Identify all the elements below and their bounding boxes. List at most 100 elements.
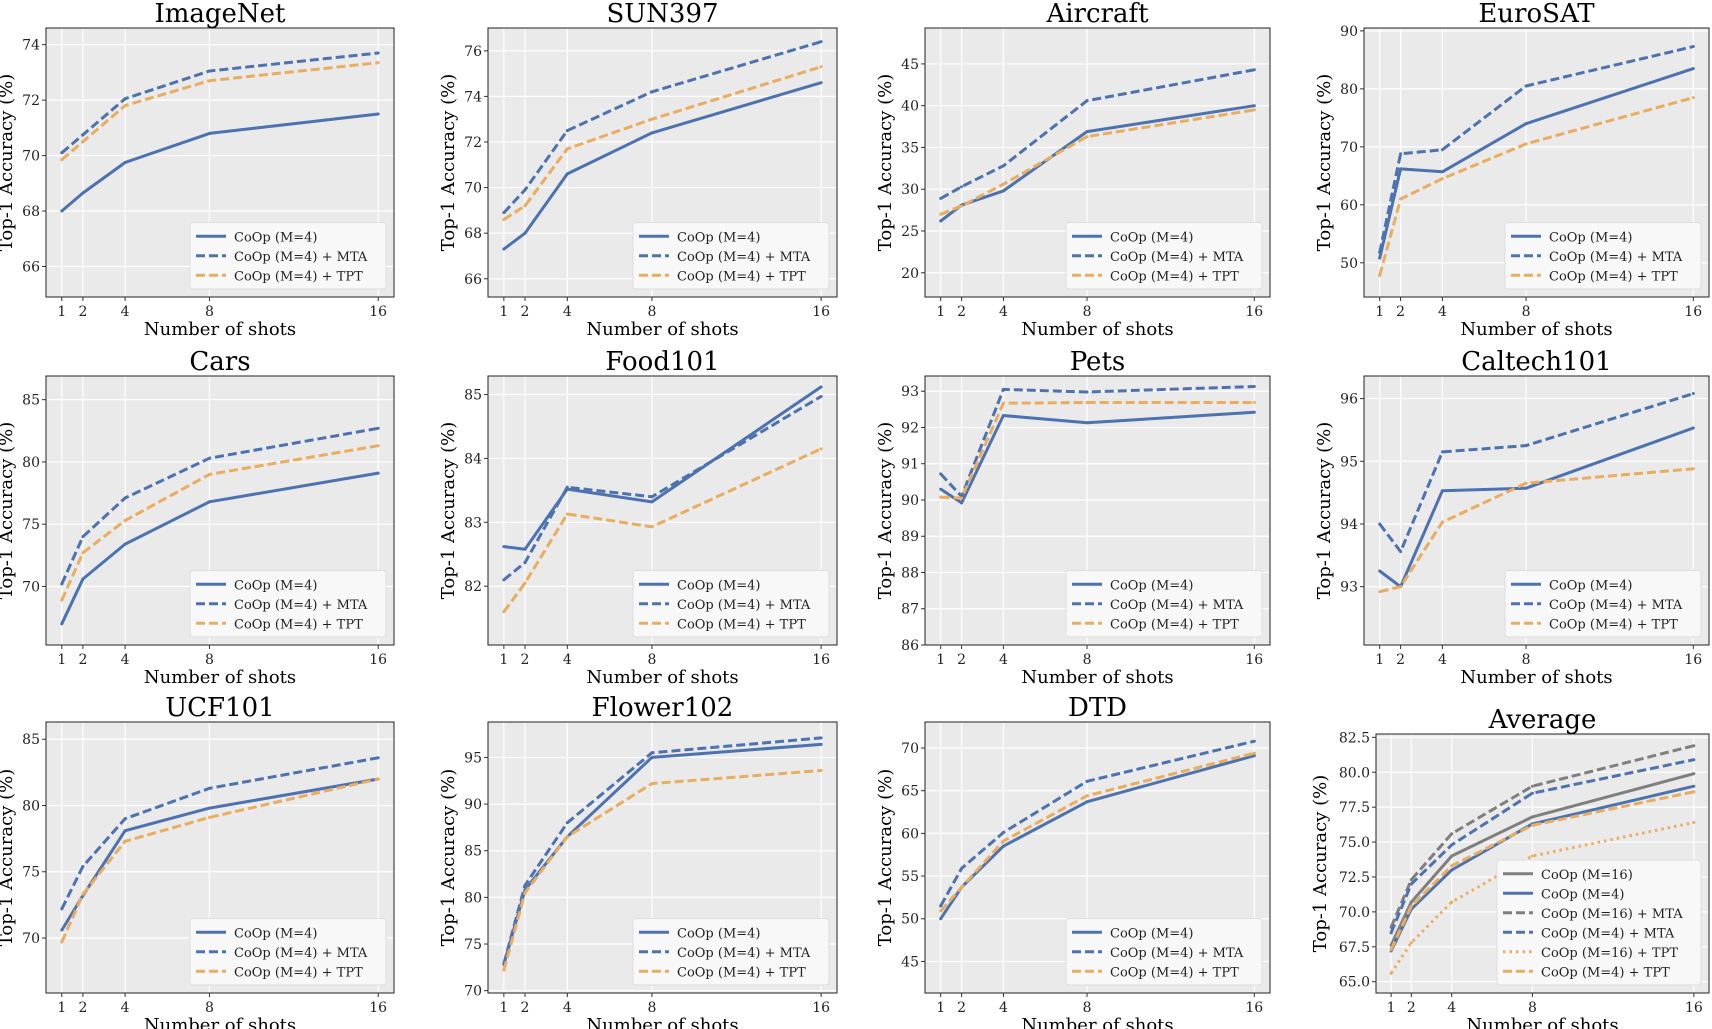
legend-label: CoOp (M=4) + MTA <box>234 250 368 265</box>
data-point <box>565 129 569 133</box>
x-tick-label: 1 <box>1387 1000 1396 1016</box>
subplot-title: Average <box>1488 705 1597 735</box>
data-point <box>523 204 527 208</box>
y-axis-label: Top-1 Accuracy (%) <box>1310 775 1331 952</box>
y-tick-label: 80 <box>464 890 482 906</box>
data-point <box>650 525 654 529</box>
subplot-title: EuroSAT <box>1478 0 1595 29</box>
y-tick-label: 80.0 <box>1339 765 1370 781</box>
data-point <box>60 151 64 155</box>
data-point <box>1692 790 1696 794</box>
y-tick-label: 82 <box>464 579 482 595</box>
data-point <box>960 496 964 500</box>
legend-label: CoOp (M=4) + TPT <box>1549 269 1678 284</box>
data-point <box>1378 590 1382 594</box>
legend-label: CoOp (M=4) <box>1541 887 1625 902</box>
data-point <box>939 495 943 499</box>
data-point <box>1399 550 1403 554</box>
data-point <box>1378 250 1382 254</box>
x-tick-label: 8 <box>647 652 656 668</box>
y-tick-label: 88 <box>901 565 919 581</box>
x-tick-label: 2 <box>521 304 530 320</box>
data-point <box>523 188 527 192</box>
data-point <box>207 456 211 460</box>
data-point <box>376 426 380 430</box>
data-point <box>939 904 943 908</box>
subplot-eurosat: 1 2 4 8 16 50 60 70 80 90 CoOp (M=4) CoOp (M=4) + M… <box>1314 0 1710 340</box>
data-point <box>81 864 85 868</box>
x-tick-label: 1 <box>499 1000 508 1016</box>
y-tick-label: 75 <box>22 865 40 881</box>
data-point <box>60 940 64 944</box>
legend-label: CoOp (M=4) <box>234 926 318 941</box>
data-point <box>1440 520 1444 524</box>
data-point <box>1409 878 1413 882</box>
subplot-imagenet: 1 2 4 8 16 66 68 70 72 74 CoOp (M=4) CoOp (M=4) + M… <box>0 0 395 340</box>
y-tick-label: 85 <box>22 732 40 748</box>
y-tick-label: 80 <box>22 798 40 814</box>
x-tick-label: 1 <box>499 652 508 668</box>
y-tick-label: 70 <box>1340 140 1358 156</box>
x-axis-label: Number of shots <box>1021 1015 1173 1029</box>
legend-box <box>189 222 387 290</box>
data-point <box>1530 823 1534 827</box>
data-point <box>1085 800 1089 804</box>
legend: CoOp (M=4) CoOp (M=4) + MTA CoOp (M=4) + T… <box>632 222 830 290</box>
legend: CoOp (M=4) CoOp (M=4) + MTA CoOp (M=4) + T… <box>1065 918 1263 986</box>
subplot-title: Pets <box>1070 347 1126 377</box>
data-point <box>123 161 127 164</box>
data-point <box>207 500 211 504</box>
data-point <box>1450 832 1454 836</box>
y-axis-label: Top-1 Accuracy (%) <box>875 74 896 251</box>
subplot-dtd: 1 2 4 8 16 45 50 55 60 65 70 CoOp (M=4) CoOp (M=4) +… <box>875 693 1271 1029</box>
data-point <box>960 866 964 870</box>
subplot-title: Caltech101 <box>1461 347 1611 377</box>
y-axis-label: Top-1 Accuracy (%) <box>0 74 17 251</box>
legend-label: CoOp (M=4) + TPT <box>1549 617 1678 632</box>
data-point <box>939 212 943 216</box>
axes-frame <box>45 27 395 298</box>
subplot-sun397: 1 2 4 8 16 66 68 70 72 74 76 CoOp (M=4) CoOp (M=4) +… <box>438 0 838 340</box>
data-point <box>81 551 85 555</box>
data-point <box>123 542 127 546</box>
series-line-1 <box>1378 45 1694 253</box>
x-tick-label: 16 <box>1685 1000 1703 1016</box>
y-tick-label: 70 <box>22 149 40 165</box>
data-point <box>1692 821 1696 825</box>
data-point <box>207 69 211 73</box>
x-tick-label: 4 <box>121 652 130 668</box>
x-axis-label: Number of shots <box>1466 1015 1618 1029</box>
data-point <box>1440 170 1444 174</box>
axes-frame <box>924 721 1271 994</box>
data-point <box>1440 177 1444 181</box>
data-point <box>1530 791 1534 795</box>
x-axis-label: Number of shots <box>1021 319 1173 340</box>
x-tick-label: 16 <box>369 304 387 320</box>
legend-label: CoOp (M=4) + TPT <box>677 269 806 284</box>
y-tick-label: 72 <box>464 135 482 151</box>
legend-box <box>1504 222 1702 290</box>
x-tick-label: 1 <box>936 1000 945 1016</box>
data-point <box>1085 390 1089 394</box>
y-tick-label: 45 <box>901 57 919 73</box>
data-point <box>565 835 569 839</box>
y-tick-label: 70 <box>22 579 40 595</box>
legend-label: CoOp (M=16) + TPT <box>1541 946 1678 961</box>
data-point <box>502 247 506 251</box>
data-point <box>1440 148 1444 152</box>
data-point <box>81 140 85 144</box>
axes-frame <box>487 721 838 994</box>
data-point <box>1252 754 1256 758</box>
x-tick-label: 16 <box>1245 652 1263 668</box>
data-point <box>523 883 527 887</box>
legend-label: CoOp (M=4) + TPT <box>234 617 363 632</box>
data-point <box>123 829 127 833</box>
x-tick-label: 2 <box>957 304 966 320</box>
legend: CoOp (M=4) CoOp (M=4) + MTA CoOp (M=4) + T… <box>189 918 387 986</box>
data-point <box>376 61 380 65</box>
data-point <box>1692 744 1696 748</box>
data-point <box>81 577 85 581</box>
data-point <box>523 231 527 235</box>
y-tick-label: 70 <box>464 181 482 197</box>
